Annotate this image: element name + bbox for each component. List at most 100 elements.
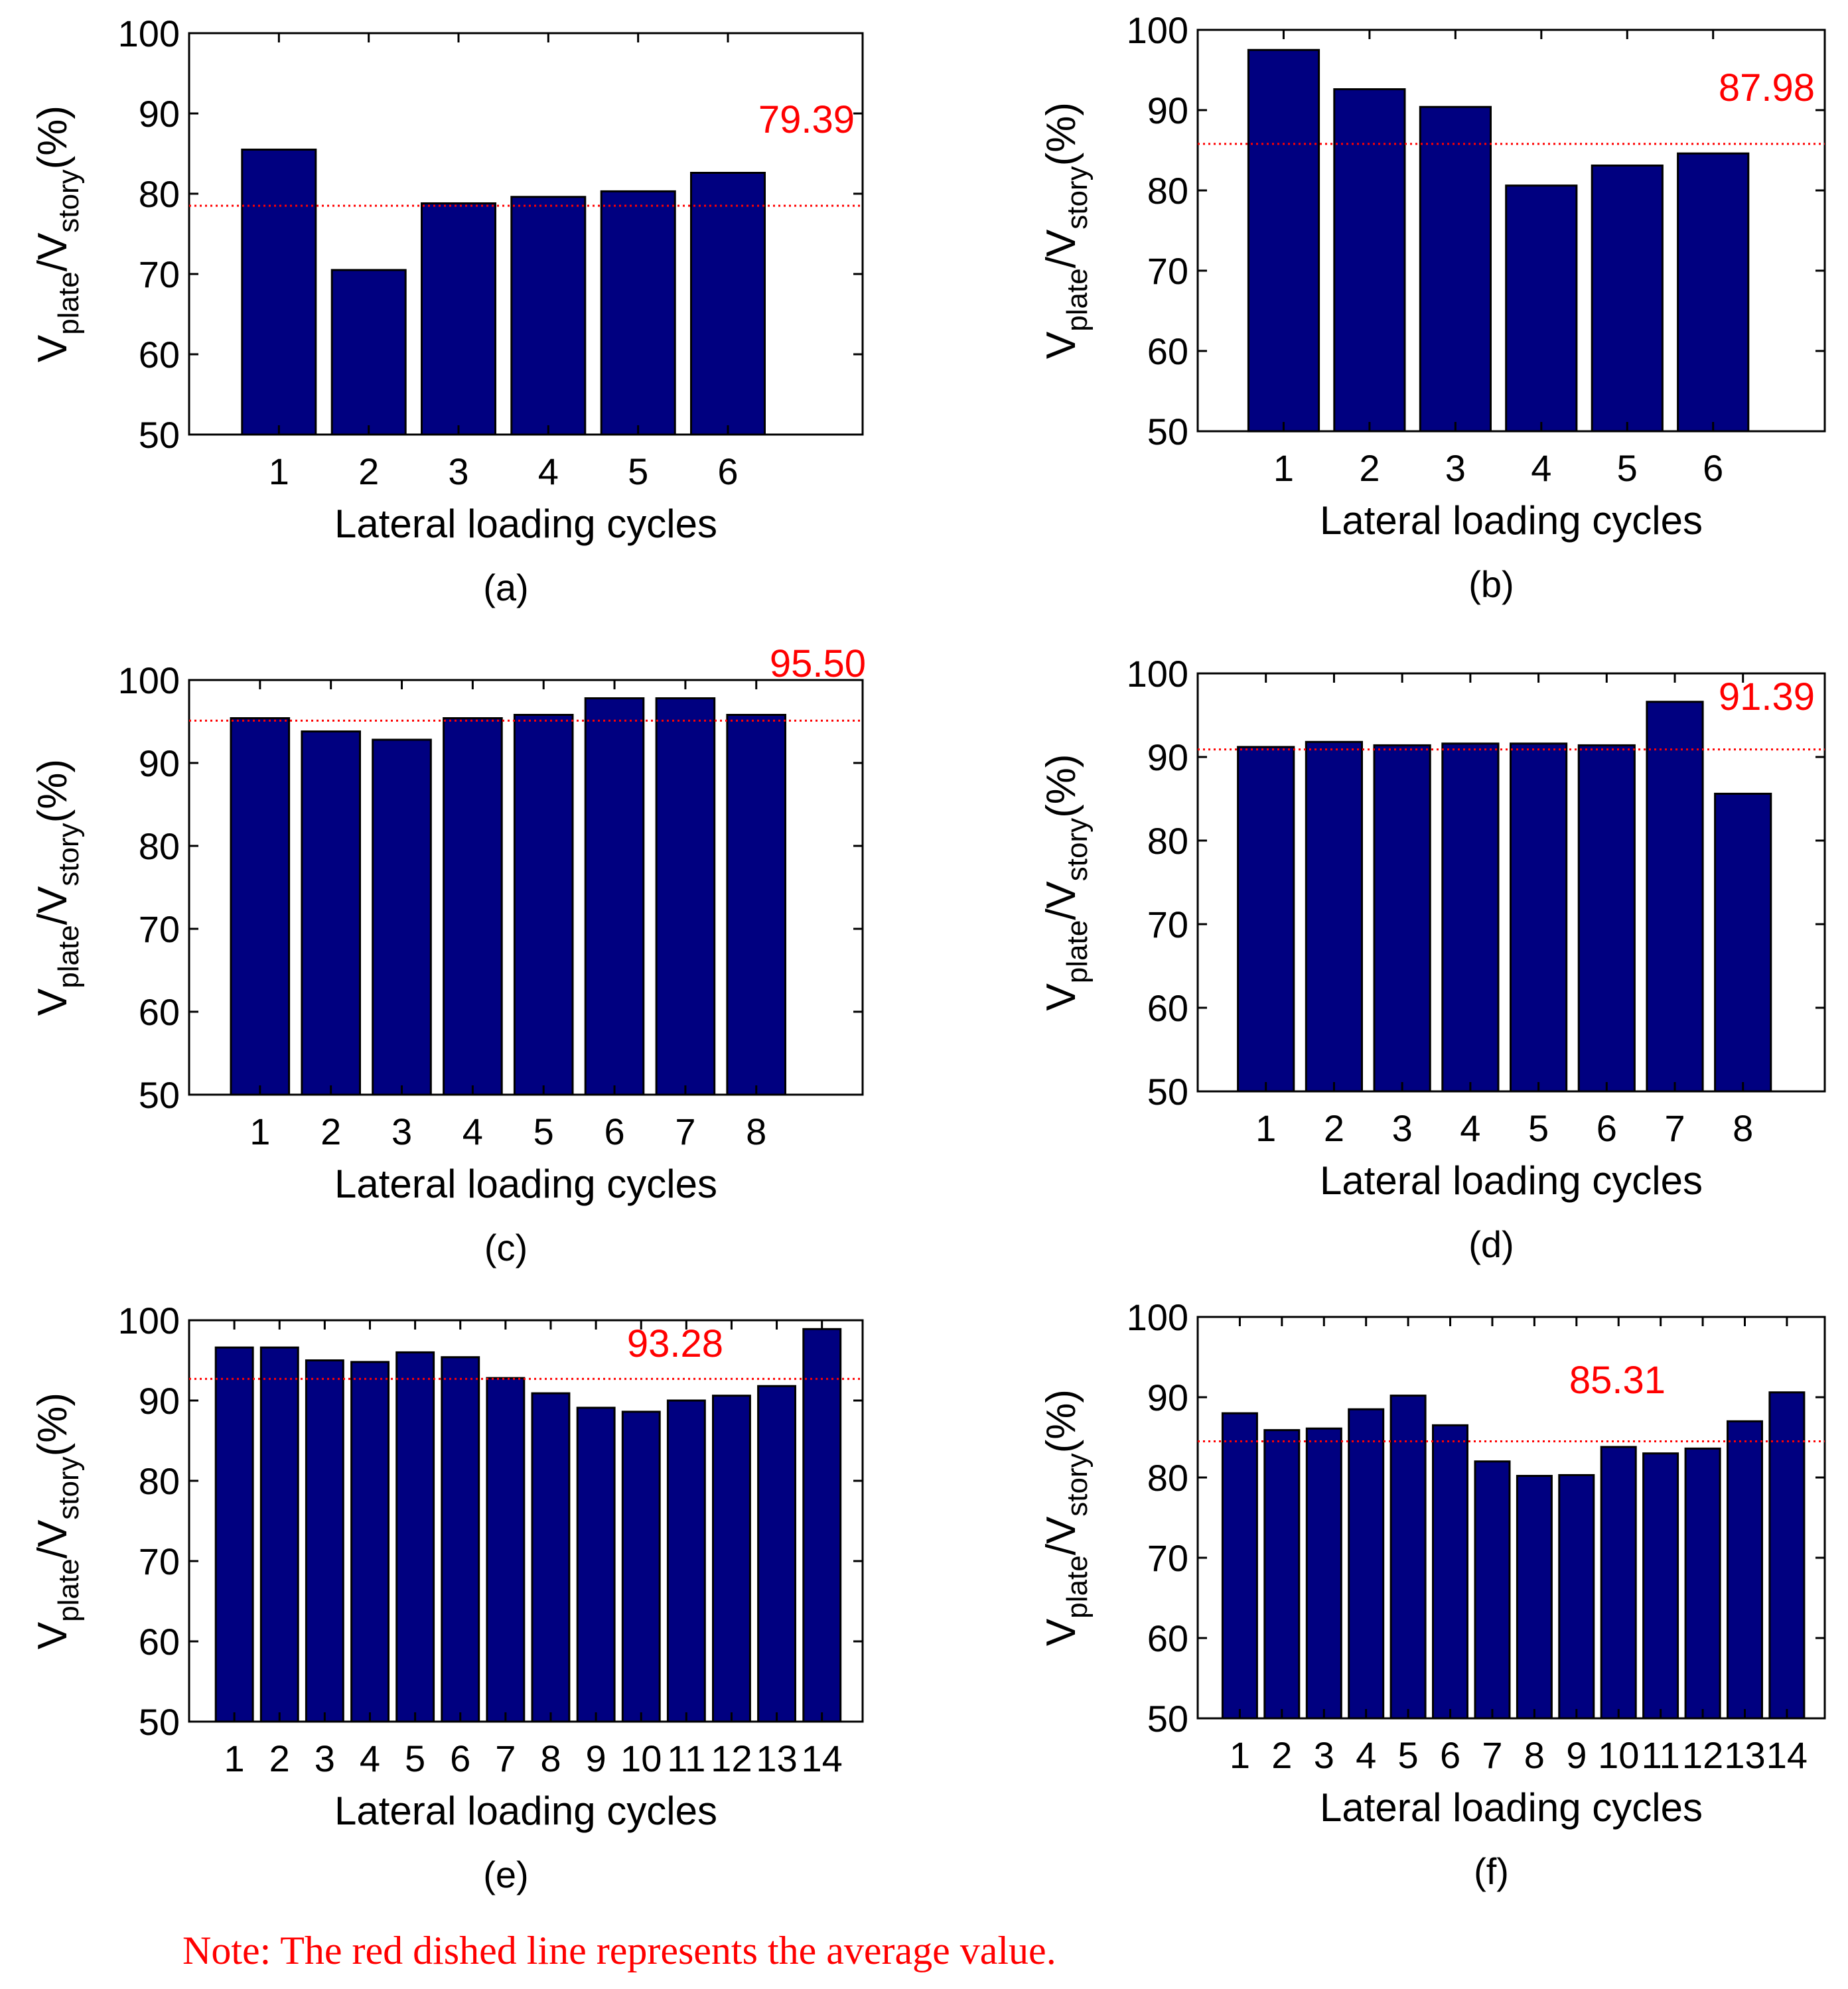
y-tick-label: 50: [1147, 1071, 1188, 1113]
bar: [510, 196, 587, 436]
bar: [576, 1406, 616, 1723]
bar: [1684, 1447, 1721, 1720]
bar: [726, 714, 787, 1096]
y-axis-label-s2: story: [52, 823, 85, 886]
y-tick-label: 50: [139, 1701, 180, 1743]
x-tick-label: 2: [1324, 1107, 1344, 1149]
y-tick-label: 80: [1147, 820, 1188, 862]
y-axis-label: Vplate/Vstory(%): [1038, 754, 1094, 1010]
y-tick-label: 80: [139, 825, 180, 867]
bar: [1642, 1452, 1679, 1720]
x-tick-label: 4: [1460, 1107, 1480, 1149]
axes-frame: [1196, 672, 1826, 1093]
bar: [1727, 1420, 1763, 1720]
y-axis-label-v2: /V: [30, 1519, 76, 1558]
x-tick-label: 5: [1528, 1107, 1549, 1149]
y-tick-label: 60: [1147, 330, 1188, 372]
bar: [655, 697, 716, 1096]
x-axis-label: Lateral loading cycles: [1320, 1158, 1703, 1203]
y-tick-label: 70: [1147, 250, 1188, 292]
y-axis-label: Vplate/Vstory(%): [30, 1393, 85, 1649]
figure-note: Note: The red dished line represents the…: [182, 1929, 1056, 1972]
x-tick-label: 14: [802, 1738, 843, 1779]
y-tick-label: 80: [1147, 1457, 1188, 1499]
x-tick-label: 5: [1398, 1734, 1419, 1776]
axes-frame: [1196, 1316, 1826, 1720]
x-tick-label: 2: [358, 450, 379, 492]
bar: [443, 717, 503, 1096]
panel-label: (d): [1468, 1223, 1514, 1265]
y-axis-label-v2: /V: [1038, 1516, 1084, 1555]
bar: [600, 190, 676, 436]
bar: [690, 172, 766, 436]
x-tick-label: 7: [675, 1111, 695, 1152]
x-tick-label: 1: [224, 1738, 245, 1779]
bar: [513, 714, 574, 1096]
x-axis-label: Lateral loading cycles: [334, 1162, 717, 1206]
y-axis-label-pct: (%): [1038, 102, 1084, 166]
y-axis-label: Vplate/Vstory(%): [1038, 1389, 1094, 1646]
x-tick-label: 7: [1482, 1734, 1502, 1776]
y-tick-label: 60: [1147, 1617, 1188, 1659]
y-axis-label-pct: (%): [30, 105, 76, 169]
y-tick-label: 90: [1147, 90, 1188, 131]
x-tick-label: 3: [1314, 1734, 1334, 1776]
bar: [1305, 1427, 1342, 1720]
y-axis-label-s1: plate: [52, 271, 85, 334]
y-tick-label: 90: [139, 93, 180, 135]
bar: [214, 1346, 254, 1723]
y-tick-label: 100: [118, 1300, 180, 1341]
bar: [241, 149, 317, 436]
bar: [421, 202, 496, 436]
y-tick-label: 80: [1147, 170, 1188, 212]
x-tick-label: 4: [1356, 1734, 1376, 1776]
bar: [1389, 1395, 1427, 1720]
x-tick-label: 8: [1524, 1734, 1545, 1776]
chart-panel-3: 50 60 70 80 90 100 1 2 3 4 5 6 7 8 95.50 Lateral loadin…: [30, 642, 866, 1269]
bar: [802, 1328, 842, 1723]
bar: [301, 730, 361, 1096]
y-axis-label-s2: story: [1061, 1453, 1094, 1516]
bar: [1591, 165, 1664, 433]
x-tick-label: 12: [1682, 1734, 1723, 1776]
bar: [395, 1351, 435, 1723]
y-axis-label-pct: (%): [1038, 1389, 1084, 1453]
y-axis-label-s2: story: [1061, 818, 1094, 881]
y-tick-label: 70: [1147, 1537, 1188, 1579]
x-tick-label: 9: [586, 1738, 606, 1779]
bar: [441, 1356, 480, 1723]
x-tick-label: 1: [1273, 447, 1294, 489]
y-axis-label: Vplate/Vstory(%): [1038, 102, 1094, 359]
bar: [1305, 740, 1364, 1093]
axes-frame: [188, 1319, 864, 1723]
y-tick-label: 50: [1147, 411, 1188, 452]
axes-frame: [1196, 29, 1826, 433]
bar: [372, 738, 432, 1096]
y-tick-label: 90: [1147, 736, 1188, 778]
bar: [531, 1392, 571, 1723]
bar: [259, 1346, 299, 1723]
x-axis-label: Lateral loading cycles: [334, 1789, 717, 1833]
bar: [1474, 1460, 1511, 1720]
x-tick-label: 6: [1703, 447, 1723, 489]
x-tick-label: 9: [1566, 1734, 1587, 1776]
x-tick-label: 12: [711, 1738, 752, 1779]
x-tick-label: 4: [538, 450, 559, 492]
x-tick-label: 1: [269, 450, 289, 492]
bar: [1646, 701, 1704, 1093]
bar: [1714, 792, 1772, 1093]
y-tick-label: 60: [139, 991, 180, 1033]
x-tick-label: 4: [360, 1738, 380, 1779]
bar: [1348, 1408, 1385, 1720]
x-tick-label: 11: [667, 1738, 705, 1779]
x-tick-label: 13: [756, 1738, 797, 1779]
bar: [1237, 746, 1295, 1093]
y-axis-label: Vplate/Vstory(%): [30, 759, 85, 1016]
y-axis-label-v1: V: [30, 988, 76, 1016]
y-tick-label: 70: [139, 253, 180, 295]
x-tick-label: 10: [620, 1738, 662, 1779]
bar: [1441, 742, 1500, 1093]
x-tick-label: 3: [1445, 447, 1466, 489]
x-tick-label: 3: [391, 1111, 412, 1152]
average-label: 93.28: [627, 1322, 723, 1365]
